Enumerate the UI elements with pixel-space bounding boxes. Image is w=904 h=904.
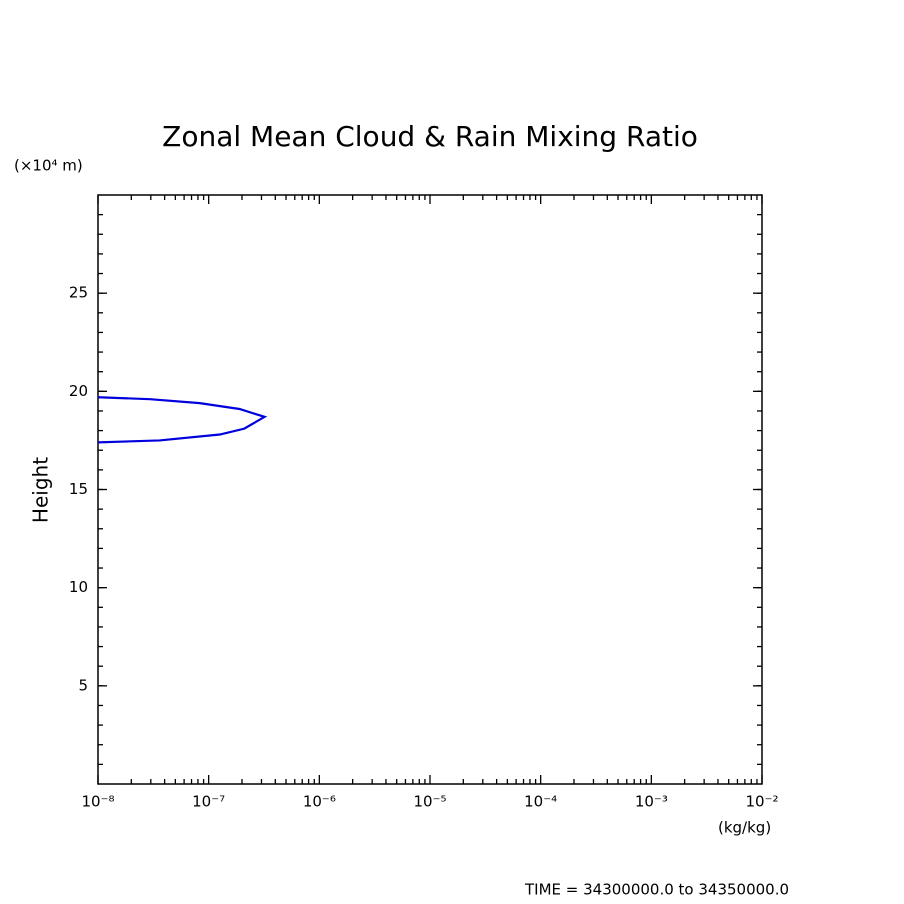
x-tick-label: 10⁻³	[635, 793, 668, 811]
footer: TIME = 34300000.0 to 34350000.0	[524, 881, 789, 899]
x-unit-label: (kg/kg)	[718, 819, 771, 837]
y-unit-label: (×10⁴ m)	[14, 157, 83, 175]
y-tick-label: 5	[78, 676, 88, 694]
x-tick-label: 10⁻⁸	[81, 793, 114, 811]
x-tick-label: 10⁻⁴	[524, 793, 557, 811]
y-tick-label: 10	[69, 578, 88, 596]
x-tick-label: 10⁻⁶	[303, 793, 336, 811]
y-tick-label: 15	[69, 480, 88, 498]
x-tick-label: 10⁻⁷	[192, 793, 225, 811]
y-axis-label: Height	[29, 457, 53, 523]
x-tick-label: 10⁻⁵	[413, 793, 446, 811]
line	[97, 396, 268, 444]
y-tick-label: 20	[69, 382, 88, 400]
y-tick-label: 25	[69, 284, 88, 302]
x-tick-label: 10⁻²	[745, 793, 778, 811]
plot-frame	[97, 194, 763, 785]
chart-title: Zonal Mean Cloud & Rain Mixing Ratio	[162, 120, 698, 153]
